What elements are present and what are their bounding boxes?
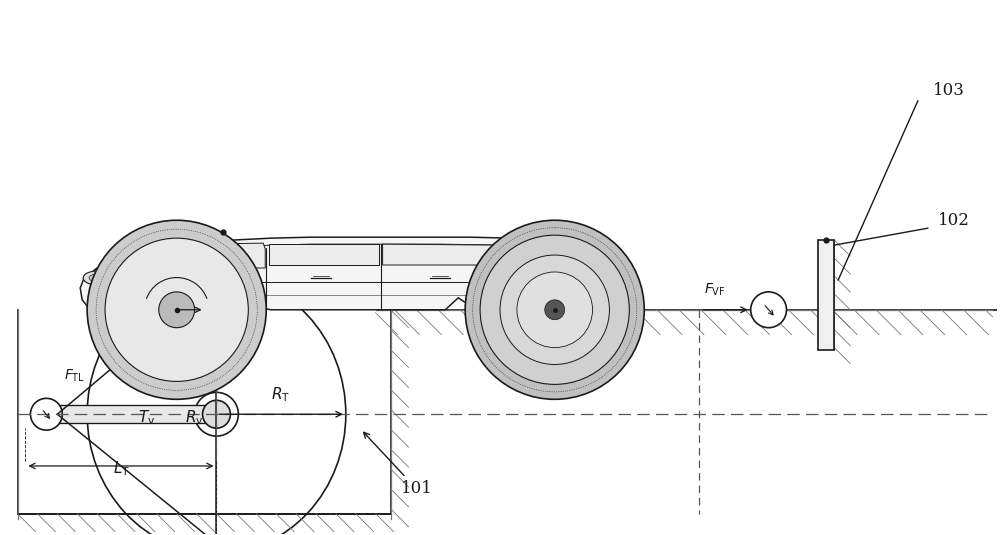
Polygon shape [196, 268, 212, 274]
Circle shape [87, 220, 266, 399]
Text: $F_{\rm VF}$: $F_{\rm VF}$ [704, 282, 726, 298]
Polygon shape [502, 245, 595, 268]
Polygon shape [80, 237, 619, 310]
Polygon shape [178, 243, 265, 270]
Text: 102: 102 [938, 212, 970, 229]
Polygon shape [269, 244, 379, 265]
Circle shape [159, 292, 195, 327]
Polygon shape [383, 244, 498, 265]
Circle shape [500, 255, 609, 364]
Text: 103: 103 [933, 82, 965, 100]
Circle shape [517, 272, 593, 348]
Ellipse shape [83, 271, 111, 285]
Text: $R_{\rm T}$: $R_{\rm T}$ [271, 385, 290, 404]
Bar [818, 240, 834, 349]
Ellipse shape [203, 400, 230, 428]
Text: $L_{\rm T}$: $L_{\rm T}$ [113, 460, 130, 478]
Ellipse shape [89, 274, 105, 282]
Text: $F_{\rm TL}$: $F_{\rm TL}$ [64, 368, 86, 384]
Text: $T_{\rm v}$: $T_{\rm v}$ [138, 408, 155, 426]
Circle shape [480, 235, 629, 384]
Bar [42, 406, 216, 423]
Text: $R_{\rm v}$: $R_{\rm v}$ [185, 408, 203, 426]
Text: 101: 101 [364, 432, 432, 498]
Circle shape [545, 300, 565, 320]
Circle shape [465, 220, 644, 399]
Circle shape [30, 399, 62, 430]
Circle shape [751, 292, 787, 327]
Circle shape [105, 238, 248, 381]
